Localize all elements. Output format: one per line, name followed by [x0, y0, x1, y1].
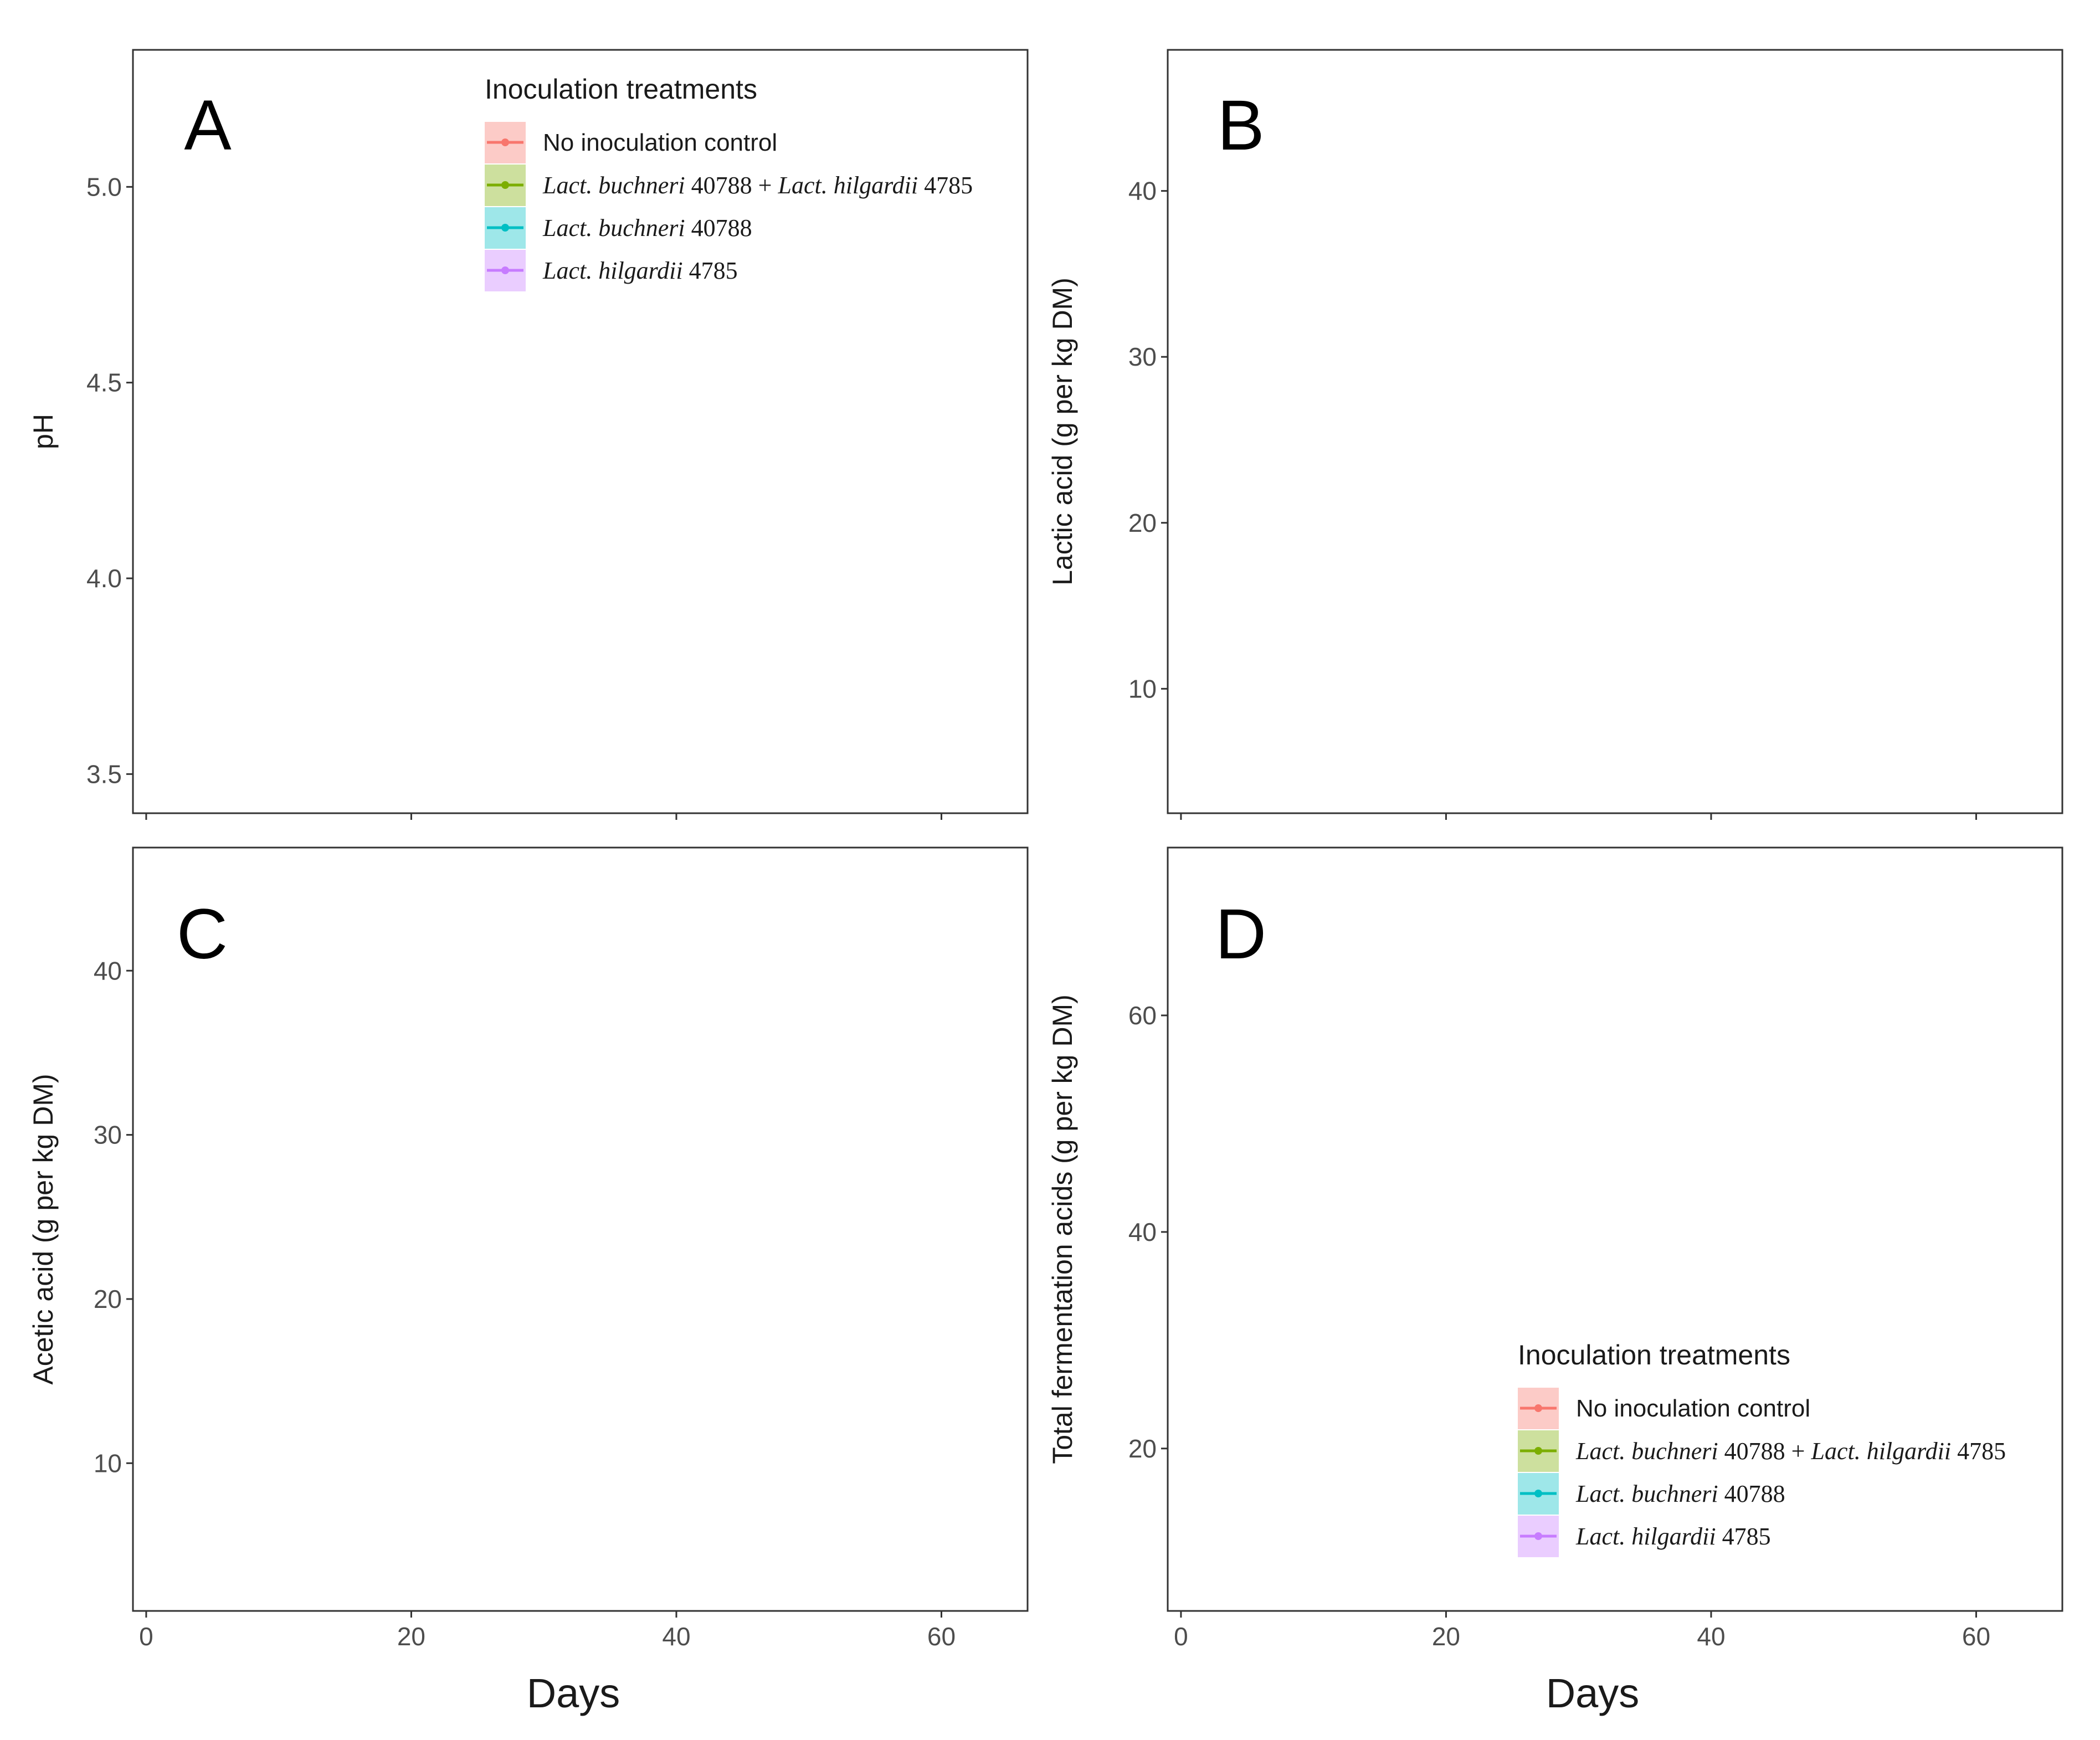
- x-tick-label: 60: [927, 1622, 956, 1651]
- y-tick-label: 40: [94, 956, 122, 985]
- legend-title: Inoculation treatments: [1518, 1339, 1790, 1371]
- y-axis-title: Total fermentation acids (g per kg DM): [1047, 994, 1078, 1464]
- y-tick-label: 40: [1128, 177, 1157, 206]
- legend-label-buchneri: Lact. buchneri 40788: [542, 214, 752, 242]
- y-tick-label: 20: [1128, 1434, 1157, 1463]
- y-tick-label: 10: [94, 1449, 122, 1477]
- legend-key-point: [501, 224, 509, 232]
- legend-key-point: [1534, 1532, 1542, 1540]
- y-tick-label: 30: [1128, 342, 1157, 371]
- y-tick-label: 60: [1128, 1001, 1157, 1030]
- panel-letter: C: [177, 895, 228, 974]
- legend-key-point: [1534, 1447, 1542, 1455]
- legend: Inoculation treatments No inoculation con…: [485, 74, 973, 291]
- legend-label-combo: Lact. buchneri 40788 + Lact. hilgardii 4…: [1575, 1438, 2006, 1465]
- legend-key-point: [1534, 1404, 1542, 1412]
- y-tick-label: 4.0: [86, 564, 122, 593]
- panel-c: 10 20 30 40 0 20 40 60 Acetic acid (g per kg DM)…: [28, 846, 1029, 1651]
- plot-frame: [132, 846, 1029, 1612]
- legend-label-hilgardii: Lact. hilgardii 4785: [1575, 1523, 1771, 1550]
- panel-letter: B: [1217, 86, 1264, 165]
- y-axis-title: pH: [28, 414, 59, 449]
- y-tick-label: 20: [1128, 509, 1157, 537]
- x-tick-label: 20: [1432, 1622, 1460, 1651]
- days-title-right: Days: [1546, 1670, 1640, 1716]
- x-tick-label: 40: [1697, 1622, 1725, 1651]
- y-axis-title: Acetic acid (g per kg DM): [28, 1074, 59, 1384]
- legend-title: Inoculation treatments: [485, 74, 757, 105]
- x-tick-label: 0: [139, 1622, 153, 1651]
- days-title-left: Days: [527, 1670, 620, 1716]
- y-tick-label: 10: [1128, 674, 1157, 703]
- x-tick-label: 60: [1962, 1622, 1990, 1651]
- panel-b: 10 20 30 40 Lactic acid (g per kg DM) B: [1047, 49, 2063, 820]
- panel-d: 20 40 60 0 20 40 60 Total fermentation acids (g…: [1047, 846, 2063, 1651]
- legend-key-point: [501, 266, 509, 274]
- plot-frame: [1167, 49, 2063, 814]
- y-tick-label: 5.0: [86, 172, 122, 201]
- legend-label-buchneri: Lact. buchneri 40788: [1575, 1480, 1785, 1507]
- y-axis-title: Lactic acid (g per kg DM): [1047, 278, 1078, 586]
- y-tick-label: 20: [94, 1285, 122, 1313]
- legend: Inoculation treatments No inoculation con…: [1518, 1339, 2006, 1557]
- y-tick-label: 3.5: [86, 759, 122, 788]
- plot-frame: [1167, 846, 2063, 1612]
- x-tick-label: 0: [1174, 1622, 1188, 1651]
- panel-letter: A: [184, 86, 232, 165]
- panel-a: 3.5 4.0 4.5 5.0 pH A Inoculation treatments No …: [28, 49, 1029, 820]
- panel-letter: D: [1215, 895, 1266, 974]
- x-tick-label: 20: [397, 1622, 425, 1651]
- legend-key-point: [1534, 1490, 1542, 1497]
- legend-label-combo: Lact. buchneri 40788 + Lact. hilgardii 4…: [542, 172, 973, 199]
- legend-label-hilgardii: Lact. hilgardii 4785: [542, 257, 738, 284]
- legend-key-point: [501, 181, 509, 189]
- x-tick-label: 40: [662, 1622, 690, 1651]
- legend-key-point: [501, 138, 509, 146]
- y-tick-label: 30: [94, 1121, 122, 1149]
- legend-label-control: No inoculation control: [543, 129, 777, 156]
- y-tick-label: 4.5: [86, 368, 122, 397]
- legend-label-control: No inoculation control: [1576, 1395, 1810, 1422]
- plot-frame: [132, 49, 1029, 814]
- y-tick-label: 40: [1128, 1218, 1157, 1246]
